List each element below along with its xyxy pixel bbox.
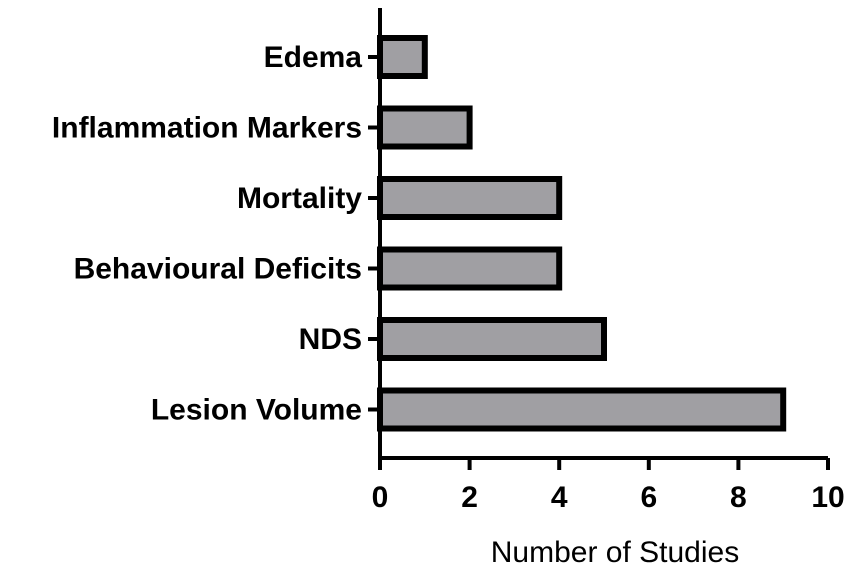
bar-lesion-volume bbox=[377, 387, 787, 432]
category-label: Mortality bbox=[237, 182, 362, 215]
x-tick-label: 0 bbox=[372, 481, 389, 514]
x-tick-label: 4 bbox=[551, 481, 568, 514]
bar-inflammation-markers bbox=[377, 105, 473, 150]
x-tick-label: 6 bbox=[640, 481, 657, 514]
x-ticks: 0 2 4 6 8 10 bbox=[372, 458, 845, 514]
category-label: Lesion Volume bbox=[151, 394, 362, 427]
x-tick-label: 10 bbox=[811, 481, 844, 514]
bar-behavioural-deficits bbox=[377, 246, 563, 291]
x-tick-label: 2 bbox=[461, 481, 478, 514]
bar-nds bbox=[377, 317, 607, 361]
category-label: Behavioural Deficits bbox=[74, 253, 362, 286]
category-labels: Edema Inflammation Markers Mortality Behavi… bbox=[52, 41, 380, 427]
x-axis-title: Number of Studies bbox=[491, 536, 739, 569]
bar-edema bbox=[377, 35, 428, 79]
category-label: Edema bbox=[264, 41, 363, 74]
axes bbox=[378, 8, 828, 460]
bar-mortality bbox=[377, 176, 563, 220]
category-label: Inflammation Markers bbox=[52, 112, 362, 145]
category-label: NDS bbox=[299, 323, 362, 356]
bars-layer bbox=[377, 35, 787, 432]
x-tick-label: 8 bbox=[730, 481, 747, 514]
